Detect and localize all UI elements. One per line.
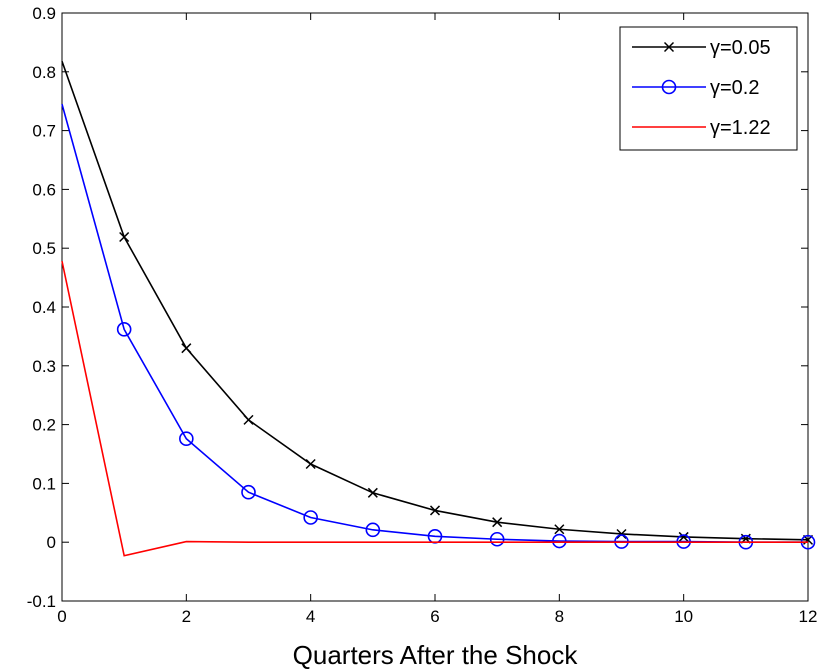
series-2 <box>61 260 808 557</box>
legend-entry: γ=1.22 <box>632 117 771 139</box>
series-point <box>429 505 441 516</box>
series-layer <box>61 60 816 557</box>
legend-entry: γ=0.05 <box>632 37 771 59</box>
y-tick-label: 0.5 <box>32 239 56 258</box>
series-point <box>552 533 567 549</box>
y-tick-label: 0.6 <box>32 180 56 199</box>
series-point <box>243 414 254 425</box>
x-tick-label: 12 <box>799 607 818 626</box>
series-point-stroke-b <box>119 231 130 243</box>
x-axis-title: Quarters After the Shock <box>293 640 579 670</box>
x-tick-label: 8 <box>555 607 564 626</box>
series-point <box>181 343 192 354</box>
series-point <box>554 524 565 535</box>
series-point <box>119 231 130 243</box>
series-point-stroke-b <box>367 487 378 498</box>
series-point-stroke-b <box>429 505 441 516</box>
series-point <box>303 510 318 525</box>
x-tick-label: 6 <box>430 607 439 626</box>
series-point <box>678 531 689 542</box>
series-point-stroke-b <box>554 524 565 535</box>
y-tick-label: 0.9 <box>32 4 56 23</box>
series-point-stroke-b <box>305 458 316 470</box>
series-point <box>116 322 132 337</box>
series-point <box>616 528 627 539</box>
x-tick-label: 0 <box>57 607 66 626</box>
series-point <box>365 522 381 538</box>
series-point <box>179 431 194 447</box>
y-tick-label: 0.4 <box>32 298 56 317</box>
series-point-stroke-b <box>616 528 627 539</box>
x-tick-label: 4 <box>306 607 315 626</box>
y-tick-label: 0 <box>47 533 56 552</box>
series-point <box>367 487 378 498</box>
legend-entry: γ=0.2 <box>632 77 759 99</box>
series-point-stroke-b <box>243 414 254 425</box>
series-point <box>241 484 256 500</box>
x-tick-label: 2 <box>182 607 191 626</box>
y-tick-label: -0.1 <box>27 592 56 611</box>
x-tick-label: 10 <box>674 607 693 626</box>
legend-swatch-marker <box>663 41 675 53</box>
legend: γ=0.05 γ=0.2 γ=1.22 <box>619 26 798 151</box>
series-point-stroke-b <box>678 531 689 542</box>
y-tick-label: 0.1 <box>32 474 56 493</box>
series-point <box>492 517 503 528</box>
axis-tick-labels: 0 2 4 6 8 10 12-0.100.10.20.30.40.50.60.70.80.… <box>27 4 818 626</box>
series-line <box>61 260 808 557</box>
legend-label: γ=0.05 <box>710 37 771 59</box>
y-tick-label: 0.2 <box>32 416 56 435</box>
legend-label: γ=0.2 <box>710 77 759 99</box>
series-point-stroke-b <box>492 517 503 528</box>
axis-ticks <box>61 12 809 602</box>
series-point <box>489 531 505 547</box>
legend-label: γ=1.22 <box>710 117 771 139</box>
y-tick-label: 0.8 <box>32 63 56 82</box>
series-point-stroke-b <box>181 343 192 354</box>
legend-swatch-marker <box>661 79 677 95</box>
y-tick-label: 0.3 <box>32 357 56 376</box>
series-point <box>305 458 316 470</box>
legend-swatch-marker-stroke-b <box>663 41 675 53</box>
y-tick-label: 0.7 <box>32 122 56 141</box>
